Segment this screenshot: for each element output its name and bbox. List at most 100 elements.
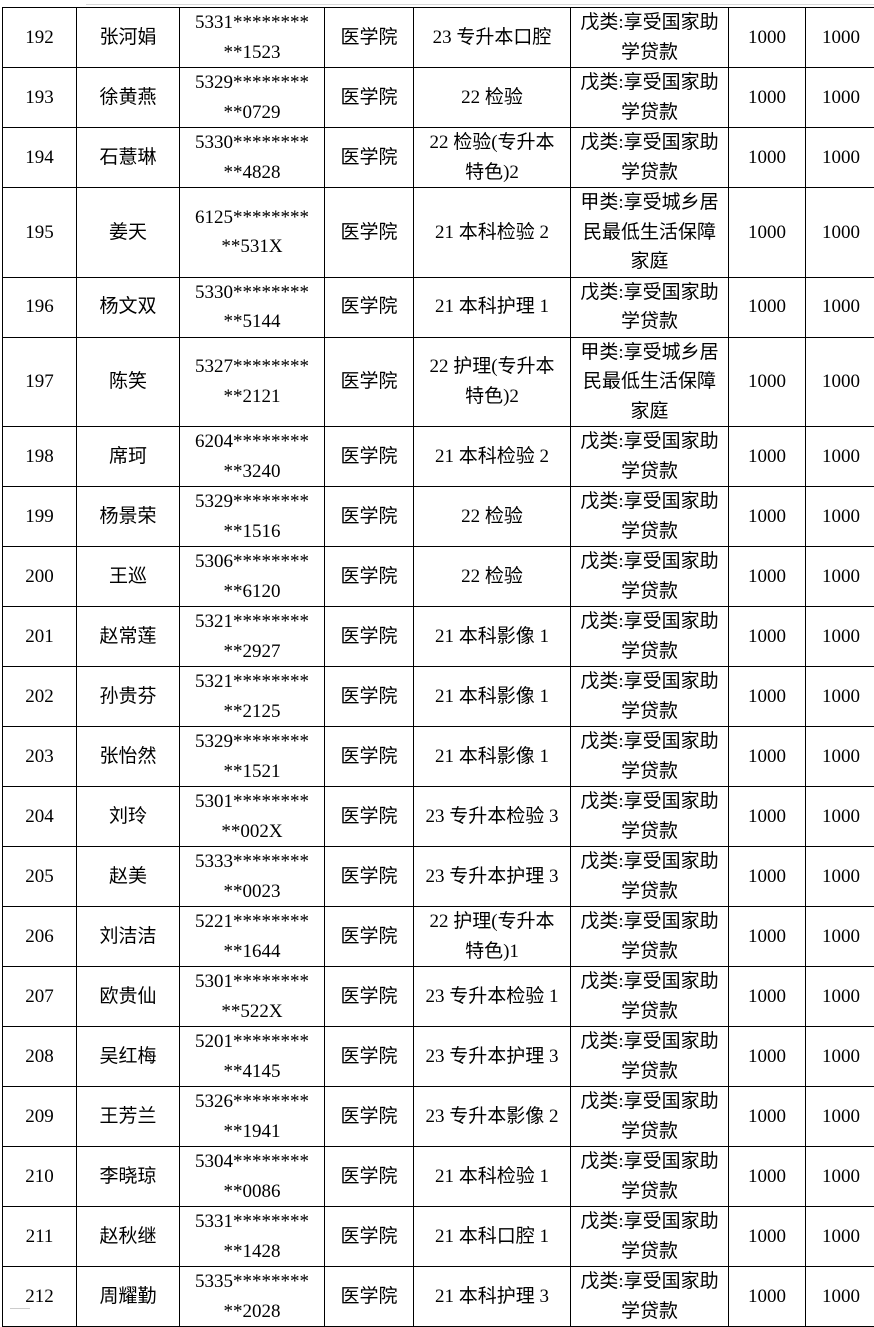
college-cell: 医学院 <box>325 907 414 967</box>
id-number-cell: 5333**********0023 <box>180 847 325 907</box>
amount-cell: 1000 <box>729 1207 806 1267</box>
amount-total-cell: 1000 <box>806 277 874 337</box>
amount-total-cell: 1000 <box>806 907 874 967</box>
row-number-cell: 196 <box>3 277 77 337</box>
id-number-part: **3240 <box>186 457 318 487</box>
id-number-cell: 5301**********522X <box>180 967 325 1027</box>
amount-total-cell: 1000 <box>806 487 874 547</box>
id-number-part: 5327******** <box>186 352 318 382</box>
id-number-cell: 6125**********531X <box>180 188 325 278</box>
amount-cell: 1000 <box>729 337 806 427</box>
class-cell: 23 专升本护理 3 <box>414 1027 571 1087</box>
row-number-cell: 206 <box>3 907 77 967</box>
amount-cell: 1000 <box>729 1087 806 1147</box>
name-cell: 赵秋继 <box>77 1207 180 1267</box>
id-number-cell: 5304**********0086 <box>180 1147 325 1207</box>
name-cell: 姜天 <box>77 188 180 278</box>
id-number-part: **0729 <box>186 98 318 128</box>
row-number-cell: 199 <box>3 487 77 547</box>
id-number-part: **0023 <box>186 877 318 907</box>
college-cell: 医学院 <box>325 1147 414 1207</box>
amount-cell: 1000 <box>729 967 806 1027</box>
class-cell: 23 专升本口腔 <box>414 8 571 68</box>
amount-cell: 1000 <box>729 188 806 278</box>
name-cell: 赵美 <box>77 847 180 907</box>
class-cell: 22 检验(专升本特色)2 <box>414 128 571 188</box>
category-cell: 戊类:享受国家助学贷款 <box>571 847 729 907</box>
id-number-part: 6204******** <box>186 427 318 457</box>
id-number-part: 6125******** <box>186 203 318 233</box>
class-cell: 21 本科影像 1 <box>414 667 571 727</box>
category-cell: 戊类:享受国家助学贷款 <box>571 787 729 847</box>
id-number-part: 5331******** <box>186 1207 318 1237</box>
college-cell: 医学院 <box>325 427 414 487</box>
college-cell: 医学院 <box>325 1087 414 1147</box>
row-number-cell: 211 <box>3 1207 77 1267</box>
id-number-part: **6120 <box>186 577 318 607</box>
id-number-part: **2125 <box>186 697 318 727</box>
amount-cell: 1000 <box>729 907 806 967</box>
id-number-part: 5304******** <box>186 1147 318 1177</box>
name-cell: 赵常莲 <box>77 607 180 667</box>
amount-total-cell: 1000 <box>806 1147 874 1207</box>
row-number-cell: 194 <box>3 128 77 188</box>
row-number-cell: 205 <box>3 847 77 907</box>
amount-total-cell: 1000 <box>806 1027 874 1087</box>
category-cell: 戊类:享受国家助学贷款 <box>571 547 729 607</box>
row-number-cell: 202 <box>3 667 77 727</box>
id-number-part: **531X <box>186 232 318 262</box>
id-number-part: **4828 <box>186 158 318 188</box>
category-cell: 戊类:享受国家助学贷款 <box>571 907 729 967</box>
college-cell: 医学院 <box>325 787 414 847</box>
amount-total-cell: 1000 <box>806 8 874 68</box>
id-number-cell: 5326**********1941 <box>180 1087 325 1147</box>
row-number-cell: 212 <box>3 1267 77 1327</box>
college-cell: 医学院 <box>325 847 414 907</box>
row-number-cell: 207 <box>3 967 77 1027</box>
amount-cell: 1000 <box>729 8 806 68</box>
name-cell: 张河娟 <box>77 8 180 68</box>
id-number-part: **002X <box>186 817 318 847</box>
amount-cell: 1000 <box>729 667 806 727</box>
amount-cell: 1000 <box>729 1267 806 1327</box>
college-cell: 医学院 <box>325 727 414 787</box>
id-number-part: 5335******** <box>186 1267 318 1297</box>
college-cell: 医学院 <box>325 1027 414 1087</box>
amount-total-cell: 1000 <box>806 667 874 727</box>
id-number-cell: 5329**********1521 <box>180 727 325 787</box>
id-number-cell: 5201**********4145 <box>180 1027 325 1087</box>
name-cell: 王芳兰 <box>77 1087 180 1147</box>
row-number-cell: 192 <box>3 8 77 68</box>
amount-cell: 1000 <box>729 727 806 787</box>
college-cell: 医学院 <box>325 68 414 128</box>
college-cell: 医学院 <box>325 337 414 427</box>
amount-total-cell: 1000 <box>806 1267 874 1327</box>
name-cell: 吴红梅 <box>77 1027 180 1087</box>
id-number-cell: 5306**********6120 <box>180 547 325 607</box>
category-cell: 戊类:享受国家助学贷款 <box>571 1087 729 1147</box>
amount-cell: 1000 <box>729 787 806 847</box>
category-cell: 戊类:享受国家助学贷款 <box>571 1027 729 1087</box>
id-number-part: 5330******** <box>186 128 318 158</box>
amount-total-cell: 1000 <box>806 188 874 278</box>
college-cell: 医学院 <box>325 8 414 68</box>
id-number-cell: 5330**********5144 <box>180 277 325 337</box>
category-cell: 戊类:享受国家助学贷款 <box>571 1147 729 1207</box>
college-cell: 医学院 <box>325 667 414 727</box>
amount-cell: 1000 <box>729 1147 806 1207</box>
class-cell: 21 本科护理 1 <box>414 277 571 337</box>
name-cell: 徐黄燕 <box>77 68 180 128</box>
class-cell: 23 专升本影像 2 <box>414 1087 571 1147</box>
amount-cell: 1000 <box>729 128 806 188</box>
id-number-part: **0086 <box>186 1177 318 1207</box>
amount-cell: 1000 <box>729 487 806 547</box>
